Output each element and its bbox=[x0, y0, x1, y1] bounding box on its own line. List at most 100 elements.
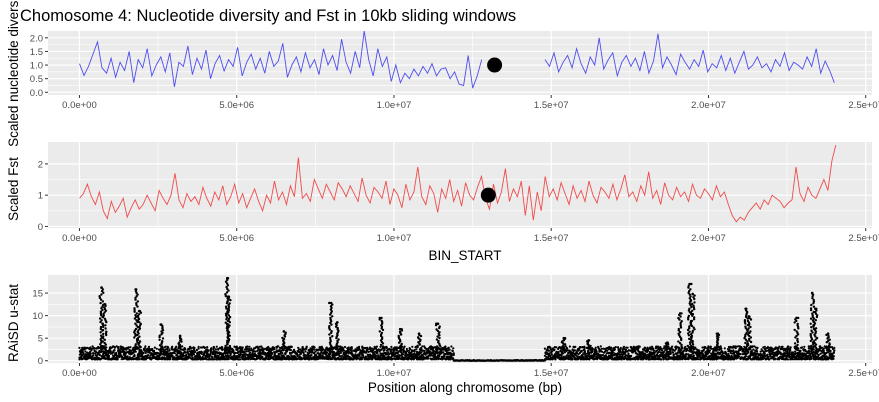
data-point bbox=[800, 346, 804, 349]
data-point bbox=[606, 349, 609, 352]
data-point bbox=[732, 349, 735, 352]
data-point bbox=[273, 348, 276, 351]
data-point bbox=[660, 358, 663, 361]
data-point bbox=[221, 347, 224, 350]
data-point bbox=[190, 347, 193, 350]
data-point bbox=[613, 348, 617, 351]
data-point bbox=[358, 347, 361, 350]
peak-top-point bbox=[178, 334, 182, 338]
data-point bbox=[313, 352, 316, 355]
data-point bbox=[117, 346, 120, 349]
data-point bbox=[402, 347, 405, 350]
y-tick-label: 1 bbox=[38, 191, 43, 202]
data-point bbox=[358, 354, 361, 357]
data-point bbox=[193, 350, 197, 354]
data-point bbox=[239, 353, 242, 356]
data-point bbox=[634, 350, 637, 353]
data-point bbox=[105, 346, 108, 349]
peak-point bbox=[228, 324, 231, 327]
data-point bbox=[89, 352, 92, 355]
data-point bbox=[339, 345, 342, 348]
peak-point bbox=[328, 333, 331, 336]
data-point bbox=[180, 351, 183, 354]
x-tick-label: 0.0e+00 bbox=[62, 368, 97, 379]
data-point bbox=[361, 346, 364, 349]
data-point bbox=[113, 346, 116, 349]
data-point bbox=[405, 347, 408, 351]
data-point bbox=[304, 350, 307, 353]
data-point bbox=[437, 357, 440, 360]
peak-point bbox=[331, 346, 335, 349]
data-point bbox=[550, 353, 553, 356]
series-line bbox=[79, 30, 483, 89]
data-point bbox=[708, 349, 711, 352]
data-point bbox=[681, 352, 685, 355]
data-point bbox=[313, 346, 316, 349]
data-point bbox=[723, 347, 726, 350]
data-point bbox=[109, 350, 112, 353]
data-point bbox=[548, 352, 551, 355]
data-point bbox=[169, 358, 172, 361]
data-point bbox=[205, 358, 208, 361]
data-point bbox=[203, 346, 207, 349]
data-point bbox=[543, 347, 547, 350]
y-axis-label: Scaled Fst bbox=[6, 157, 21, 221]
data-point bbox=[193, 346, 196, 350]
peak-point bbox=[134, 343, 137, 346]
data-point bbox=[705, 355, 708, 358]
data-point bbox=[591, 350, 594, 353]
data-point bbox=[90, 348, 93, 351]
data-point bbox=[692, 354, 696, 357]
y-tick-label: 5 bbox=[38, 334, 43, 345]
data-point bbox=[301, 357, 304, 360]
data-point bbox=[763, 345, 766, 348]
data-point bbox=[566, 347, 569, 350]
data-layer bbox=[79, 144, 837, 223]
data-point bbox=[745, 355, 748, 358]
data-point bbox=[583, 345, 586, 348]
data-point bbox=[81, 357, 84, 360]
data-point bbox=[187, 353, 191, 356]
peak-point bbox=[104, 327, 107, 330]
data-point bbox=[562, 352, 565, 355]
data-point bbox=[409, 348, 412, 351]
series-line bbox=[79, 144, 837, 223]
data-point bbox=[288, 352, 292, 355]
data-point bbox=[601, 350, 604, 353]
data-point bbox=[181, 345, 184, 348]
data-point bbox=[133, 355, 136, 358]
data-point bbox=[229, 352, 232, 355]
x-tick-label: 1.0e+07 bbox=[377, 368, 412, 379]
peak-point bbox=[284, 347, 287, 350]
data-point bbox=[84, 350, 87, 353]
data-point bbox=[597, 352, 600, 355]
data-point bbox=[449, 351, 452, 354]
data-point bbox=[755, 350, 759, 353]
peak-point bbox=[101, 340, 105, 343]
data-point bbox=[138, 355, 141, 358]
peak-point bbox=[161, 340, 164, 343]
data-point bbox=[421, 345, 424, 348]
peak-point bbox=[100, 293, 103, 296]
data-point bbox=[399, 351, 403, 354]
highlight-marker bbox=[480, 187, 496, 203]
data-point bbox=[209, 350, 212, 353]
data-point bbox=[587, 353, 591, 356]
data-point bbox=[427, 357, 430, 360]
data-point bbox=[602, 347, 605, 350]
data-point bbox=[443, 355, 446, 358]
data-point bbox=[579, 346, 582, 349]
data-point bbox=[348, 351, 351, 354]
panel-1: 0.0e+00 5.0e+06 1.0e+07 1.5e+07 2.0e+07 2.5e+… bbox=[6, 0, 879, 147]
data-point bbox=[197, 347, 200, 350]
x-tick-label: 2.5e+07 bbox=[848, 100, 879, 111]
data-point bbox=[271, 352, 274, 355]
data-point bbox=[184, 348, 187, 351]
data-point bbox=[88, 348, 91, 351]
data-point bbox=[328, 357, 331, 360]
data-point bbox=[155, 347, 158, 350]
data-point bbox=[307, 354, 310, 357]
y-tick-label: 1.5 bbox=[30, 47, 43, 58]
peak-top-point bbox=[159, 323, 163, 326]
peak-point bbox=[134, 322, 137, 325]
